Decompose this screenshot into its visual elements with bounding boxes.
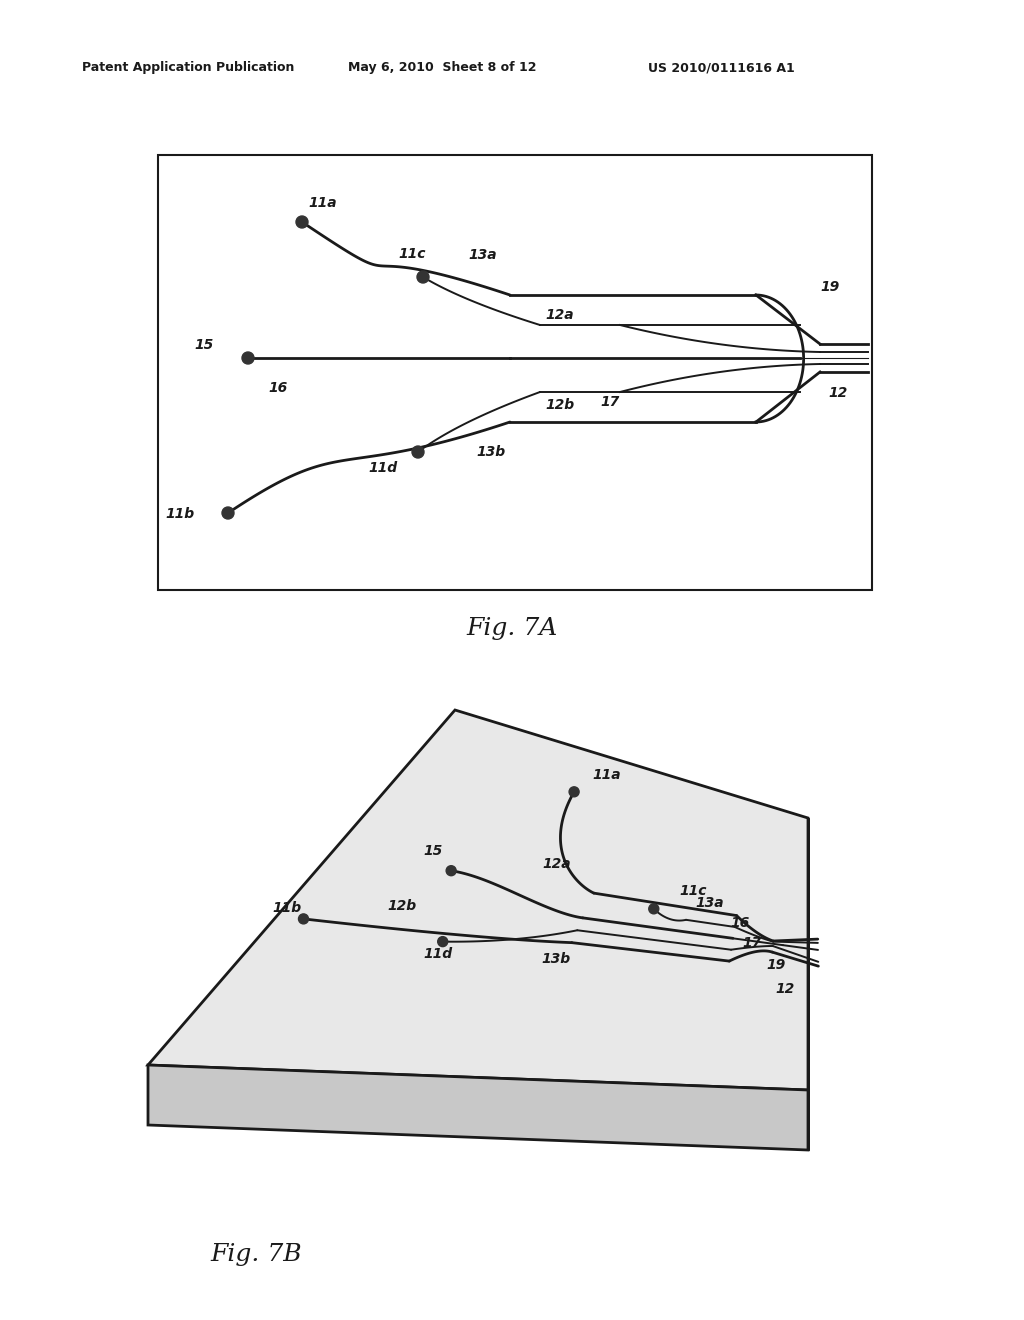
Circle shape bbox=[649, 904, 658, 913]
Text: May 6, 2010  Sheet 8 of 12: May 6, 2010 Sheet 8 of 12 bbox=[348, 62, 537, 74]
Text: 13a: 13a bbox=[695, 896, 724, 909]
Text: 11c: 11c bbox=[679, 884, 707, 898]
Text: 16: 16 bbox=[268, 381, 288, 395]
Text: 19: 19 bbox=[820, 280, 840, 294]
Text: Fig. 7A: Fig. 7A bbox=[466, 616, 558, 639]
Text: 11d: 11d bbox=[368, 461, 397, 475]
Circle shape bbox=[569, 787, 580, 797]
Circle shape bbox=[446, 866, 456, 875]
Text: 11a: 11a bbox=[308, 195, 337, 210]
Text: 13a: 13a bbox=[468, 248, 497, 261]
Circle shape bbox=[242, 352, 254, 364]
Text: 12: 12 bbox=[775, 982, 795, 995]
Text: 15: 15 bbox=[194, 338, 213, 352]
Polygon shape bbox=[148, 1065, 808, 1150]
Text: 11b: 11b bbox=[165, 507, 195, 521]
Text: Fig. 7B: Fig. 7B bbox=[210, 1243, 302, 1266]
Text: 11a: 11a bbox=[593, 767, 622, 781]
Text: 17: 17 bbox=[742, 936, 762, 949]
Text: 12a: 12a bbox=[545, 308, 573, 322]
Text: 11c: 11c bbox=[398, 247, 426, 261]
Text: 13b: 13b bbox=[476, 445, 505, 459]
Text: 19: 19 bbox=[766, 958, 785, 973]
Text: 11d: 11d bbox=[423, 946, 453, 961]
Circle shape bbox=[296, 216, 308, 228]
Text: 12b: 12b bbox=[388, 899, 417, 913]
Circle shape bbox=[417, 271, 429, 282]
Text: 12a: 12a bbox=[543, 857, 571, 871]
Text: 12b: 12b bbox=[545, 399, 574, 412]
Text: 15: 15 bbox=[423, 843, 442, 858]
Text: 16: 16 bbox=[730, 916, 750, 931]
Text: 17: 17 bbox=[600, 395, 620, 409]
Bar bbox=[158, 154, 872, 590]
Text: 11b: 11b bbox=[272, 900, 302, 915]
Circle shape bbox=[298, 913, 308, 924]
Polygon shape bbox=[148, 710, 808, 1090]
Text: 13b: 13b bbox=[542, 952, 571, 966]
Text: Patent Application Publication: Patent Application Publication bbox=[82, 62, 294, 74]
Circle shape bbox=[222, 507, 234, 519]
Text: US 2010/0111616 A1: US 2010/0111616 A1 bbox=[648, 62, 795, 74]
Circle shape bbox=[412, 446, 424, 458]
Text: 12: 12 bbox=[828, 385, 847, 400]
Circle shape bbox=[437, 937, 447, 946]
